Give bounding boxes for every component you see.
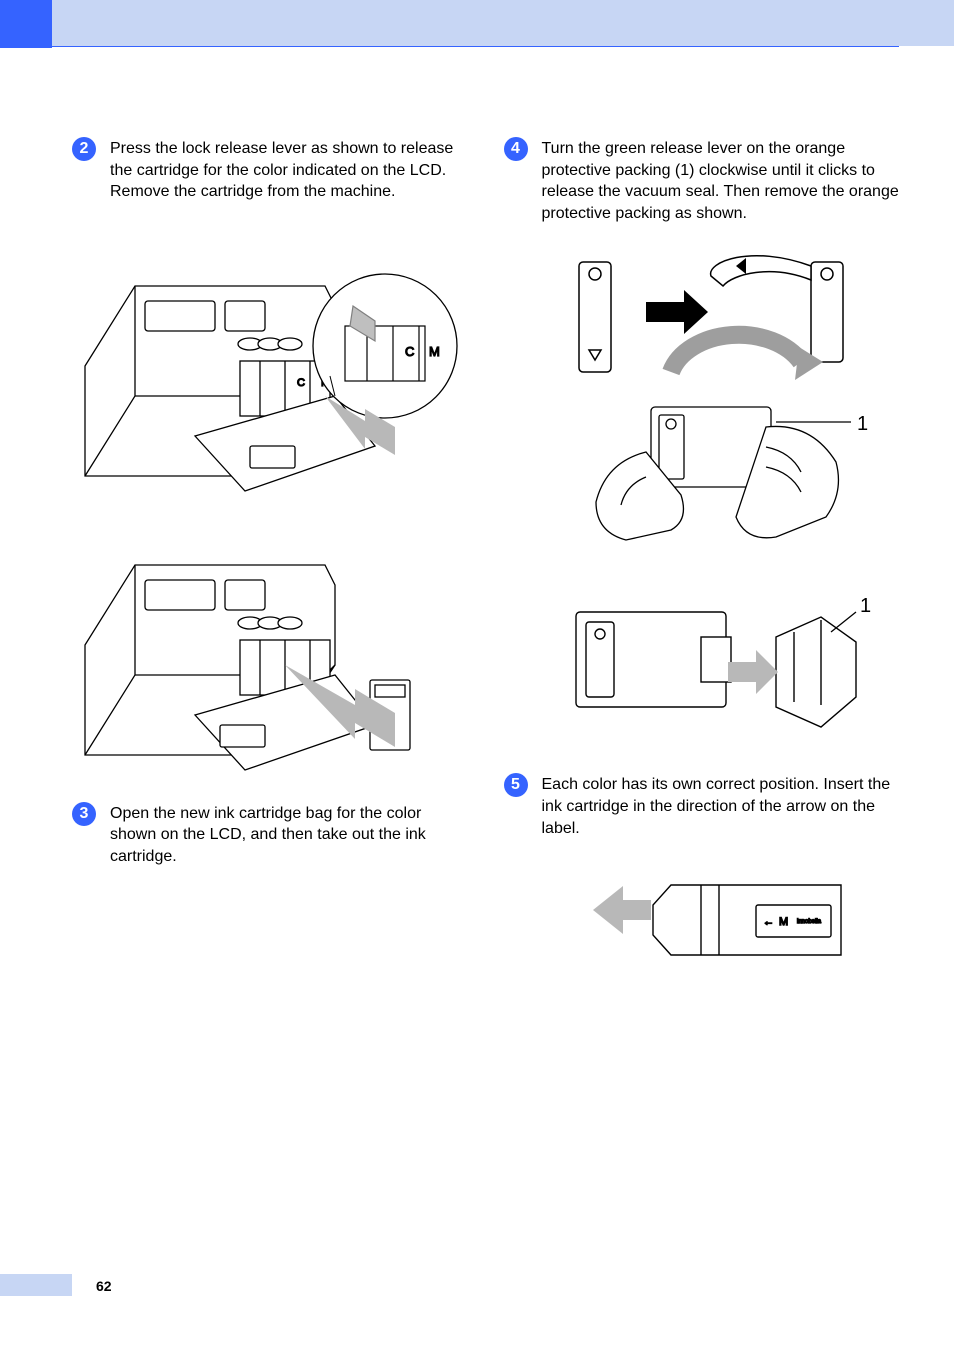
figure-step2b: [72, 525, 468, 775]
footer-stripe: [0, 1274, 72, 1296]
figure-4a-callout: 1: [857, 413, 868, 435]
figure-step4c: 1: [534, 582, 900, 752]
figure-step2a: C M C M: [72, 245, 468, 497]
step-5: 5 Each color has its own correct positio…: [504, 774, 900, 839]
right-column: 4 Turn the green release lever on the or…: [504, 138, 900, 975]
header-banner: [0, 0, 954, 46]
content-area: 2 Press the lock release lever as shown …: [72, 138, 899, 975]
step-2: 2 Press the lock release lever as shown …: [72, 138, 468, 203]
svg-text:innobella: innobella: [797, 919, 822, 925]
step-4-number: 4: [504, 137, 528, 161]
side-margin: [0, 48, 52, 1280]
svg-text:C: C: [297, 377, 305, 389]
figure-step4a: 1: [534, 252, 900, 552]
figure-step5: ← M innobella: [564, 865, 900, 975]
header-tab: [0, 0, 52, 48]
svg-text:M: M: [429, 344, 440, 359]
step-3: 3 Open the new ink cartridge bag for the…: [72, 803, 468, 868]
step-5-number: 5: [504, 773, 528, 797]
step-4: 4 Turn the green release lever on the or…: [504, 138, 900, 224]
step-2-number: 2: [72, 137, 96, 161]
step-3-number: 3: [72, 802, 96, 826]
figure-4c-callout: 1: [860, 595, 871, 617]
step-4-text: Turn the green release lever on the oran…: [542, 138, 900, 224]
header-divider: [52, 46, 899, 47]
svg-text:←: ←: [763, 916, 774, 928]
svg-text:C: C: [405, 344, 414, 359]
step-3-text: Open the new ink cartridge bag for the c…: [110, 803, 468, 868]
figure-5-label: M: [779, 916, 788, 928]
left-column: 2 Press the lock release lever as shown …: [72, 138, 468, 975]
step-2-text: Press the lock release lever as shown to…: [110, 138, 468, 203]
page-number: 62: [96, 1278, 112, 1294]
step-5-text: Each color has its own correct position.…: [542, 774, 900, 839]
